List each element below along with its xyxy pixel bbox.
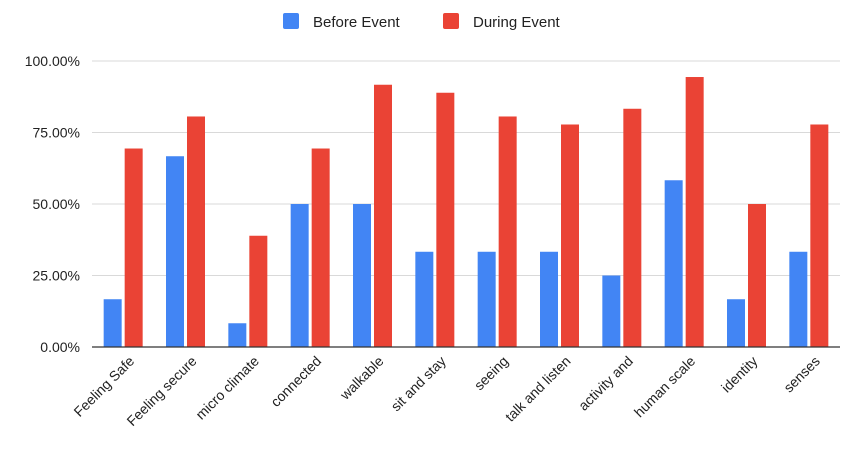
bar-before-5: [415, 251, 434, 347]
bar-during-11: [810, 124, 829, 347]
x-category-label: Feeling Safe: [70, 353, 137, 420]
x-category-label: walkable: [336, 353, 387, 404]
legend-swatch-during: [443, 13, 459, 29]
x-category-label: seeing: [471, 353, 511, 393]
x-category-label: activity and: [575, 353, 636, 414]
legend-label-before: Before Event: [313, 14, 401, 31]
x-category-label: sit and stay: [388, 353, 449, 414]
legend-swatch-before: [283, 13, 299, 29]
x-category-label: senses: [780, 353, 823, 396]
bar-before-8: [602, 275, 621, 347]
bar-during-3: [311, 148, 330, 347]
bar-before-10: [727, 299, 745, 347]
bar-during-9: [685, 77, 704, 348]
x-category-label: talk and listen: [502, 353, 574, 425]
bar-before-7: [540, 251, 558, 347]
bar-before-0: [103, 299, 122, 347]
bar-during-0: [124, 148, 143, 347]
bar-during-2: [249, 235, 268, 347]
y-tick-label: 50.00%: [33, 196, 80, 212]
grid-lines: [92, 60, 840, 276]
legend: Before Event During Event: [283, 13, 561, 31]
bar-before-9: [664, 180, 683, 347]
y-axis-ticks: 0.00% 25.00% 50.00% 75.00% 100.00%: [25, 53, 80, 355]
y-tick-label: 25.00%: [33, 268, 80, 284]
x-category-label: connected: [267, 353, 324, 410]
y-tick-label: 75.00%: [33, 125, 80, 141]
x-category-label: human scale: [631, 353, 699, 421]
bar-during-4: [374, 84, 392, 347]
bar-before-2: [228, 323, 247, 347]
bar-during-5: [436, 92, 455, 347]
bar-before-3: [290, 204, 309, 347]
y-tick-label: 0.00%: [40, 339, 80, 355]
x-category-label: micro climate: [192, 353, 262, 423]
bars: [103, 77, 829, 348]
bar-during-6: [498, 116, 517, 347]
bar-before-6: [477, 251, 496, 347]
bar-during-10: [748, 204, 766, 347]
bar-during-7: [561, 124, 579, 347]
legend-label-during: During Event: [473, 14, 561, 31]
bar-during-8: [623, 108, 642, 348]
bar-before-1: [166, 156, 184, 347]
x-category-label: identity: [718, 353, 761, 396]
bar-before-11: [789, 251, 808, 347]
bar-before-4: [353, 204, 371, 347]
bar-during-1: [187, 116, 205, 347]
y-tick-label: 100.00%: [25, 53, 80, 69]
